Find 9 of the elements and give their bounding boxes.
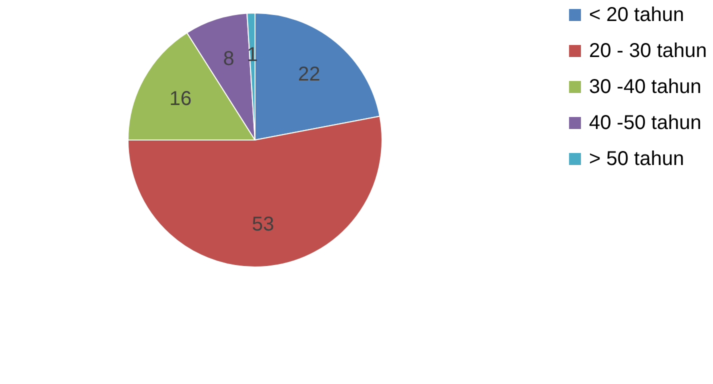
legend-label: < 20 tahun — [589, 4, 684, 26]
data-label: 53 — [252, 214, 274, 236]
data-label: 16 — [169, 88, 192, 110]
data-label: 8 — [223, 48, 234, 70]
legend-label: 20 - 30 tahun — [589, 40, 707, 62]
legend-label: 40 -50 tahun — [589, 112, 702, 134]
legend-label: > 50 tahun — [589, 148, 684, 170]
data-label: 22 — [298, 64, 320, 86]
legend-label: 30 -40 tahun — [589, 76, 702, 98]
